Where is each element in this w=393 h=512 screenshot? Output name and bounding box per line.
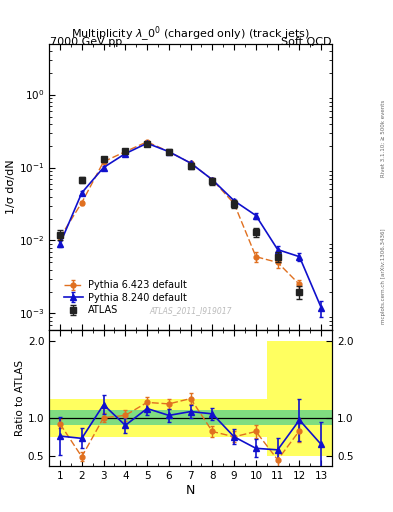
- X-axis label: N: N: [186, 483, 195, 497]
- Legend: Pythia 6.423 default, Pythia 8.240 default, ATLAS: Pythia 6.423 default, Pythia 8.240 defau…: [60, 276, 191, 319]
- Text: mcplots.cern.ch [arXiv:1306.3436]: mcplots.cern.ch [arXiv:1306.3436]: [381, 229, 386, 324]
- Y-axis label: 1/σ dσ/dN: 1/σ dσ/dN: [6, 159, 16, 214]
- Y-axis label: Ratio to ATLAS: Ratio to ATLAS: [15, 360, 25, 436]
- Text: 7000 GeV pp: 7000 GeV pp: [50, 37, 122, 47]
- Text: ATLAS_2011_I919017: ATLAS_2011_I919017: [149, 306, 232, 315]
- Text: Soft QCD: Soft QCD: [281, 37, 331, 47]
- Title: Multiplicity $\lambda\_0^0$ (charged only) (track jets): Multiplicity $\lambda\_0^0$ (charged onl…: [71, 24, 310, 44]
- Text: Rivet 3.1.10; ≥ 500k events: Rivet 3.1.10; ≥ 500k events: [381, 100, 386, 177]
